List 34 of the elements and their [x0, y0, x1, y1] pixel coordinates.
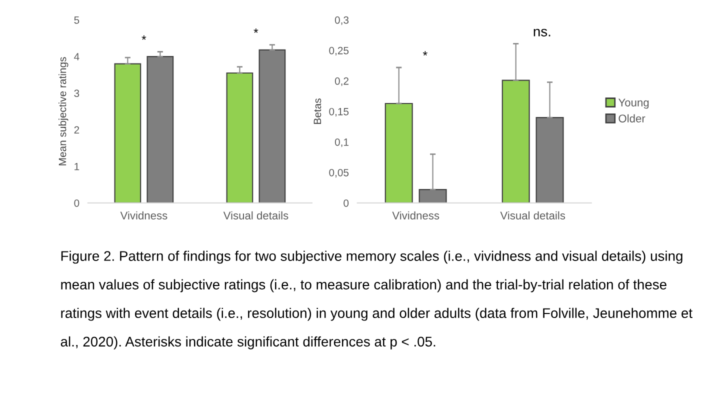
y-tick-label: 0 [74, 199, 80, 207]
bar [226, 72, 254, 203]
y-tick-label: 0,1 [334, 138, 348, 148]
y-tick-label: 0,05 [329, 168, 349, 178]
y-tick-label: 0 [344, 199, 349, 207]
bar [536, 116, 564, 203]
y-tick-label: 4 [74, 53, 80, 60]
annotation: * [142, 35, 146, 40]
y-tick-label: 5 [74, 16, 80, 24]
bar [114, 63, 142, 203]
y-tick-label: 0,3 [334, 16, 349, 26]
annotation: * [422, 51, 428, 56]
x-tick-label: Vividness [120, 211, 168, 220]
y-tick-label: 3 [74, 90, 80, 98]
x-tick-label: Vividness [392, 211, 440, 220]
y-tick-label: 0,2 [334, 77, 348, 86]
annotation: ns. [534, 28, 550, 36]
y-tick-label: 0,15 [329, 108, 349, 117]
bar [258, 49, 286, 203]
y-axis-title: Mean subjective ratings [58, 57, 68, 166]
legend-label: Older [618, 114, 646, 122]
y-tick-label: 0,25 [329, 46, 349, 56]
bar [418, 189, 447, 203]
x-tick-label: Visual details [223, 211, 288, 220]
annotation: * [254, 28, 258, 33]
bar [146, 56, 174, 203]
bar [502, 80, 530, 203]
y-axis-title: Betas [314, 98, 322, 124]
bar [384, 102, 413, 203]
y-tick-label: 1 [74, 162, 80, 170]
legend-label: Young [618, 98, 649, 109]
x-tick-label: Visual details [500, 211, 566, 220]
y-tick-label: 2 [74, 126, 80, 134]
caption: Figure 2. Pattern of findings for two subjective memory scales (i.e., vividness and visual details) using mean values of subjective ratings (i.e., to measure calibration) and the trial-by-trial relation of these ratings with event details (i.e., resolution) in young and older adults (data from Folville, Jeunehomme et al., 2020). Asterisks indicate significant differences at p < .05. [60, 250, 692, 350]
